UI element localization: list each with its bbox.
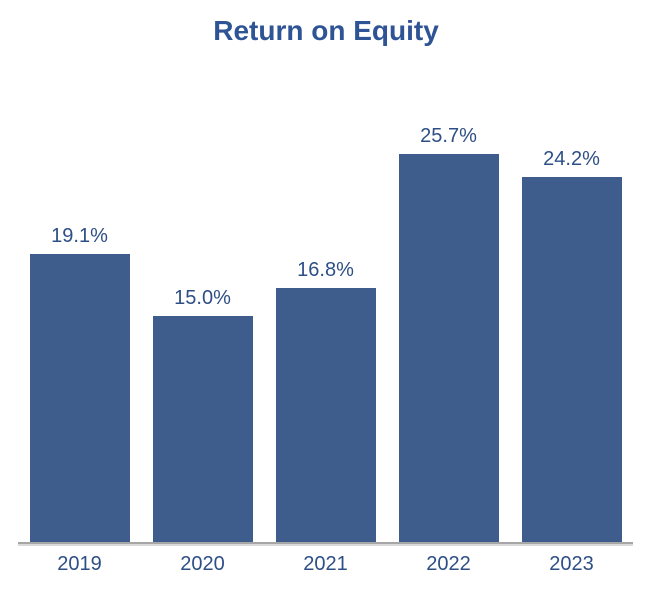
bar-value-label: 15.0% — [174, 286, 231, 309]
x-axis-label: 2019 — [57, 553, 102, 575]
x-axis-label: 2021 — [303, 553, 348, 575]
x-axis-label: 2022 — [426, 553, 471, 575]
x-axis-line — [18, 542, 633, 544]
bar — [275, 288, 376, 542]
x-axis-label: 2023 — [549, 553, 594, 575]
x-axis-line-shadow — [18, 544, 633, 546]
chart-title: Return on Equity — [213, 15, 439, 46]
bar — [152, 315, 253, 542]
x-axis-label: 2020 — [180, 553, 225, 575]
bar-value-label: 24.2% — [543, 147, 600, 170]
bar — [29, 253, 130, 542]
bar — [521, 176, 622, 542]
bar — [398, 153, 499, 542]
bar-value-label: 19.1% — [51, 224, 108, 247]
bar-value-label: 16.8% — [297, 259, 354, 282]
bar-value-label: 25.7% — [420, 124, 477, 147]
